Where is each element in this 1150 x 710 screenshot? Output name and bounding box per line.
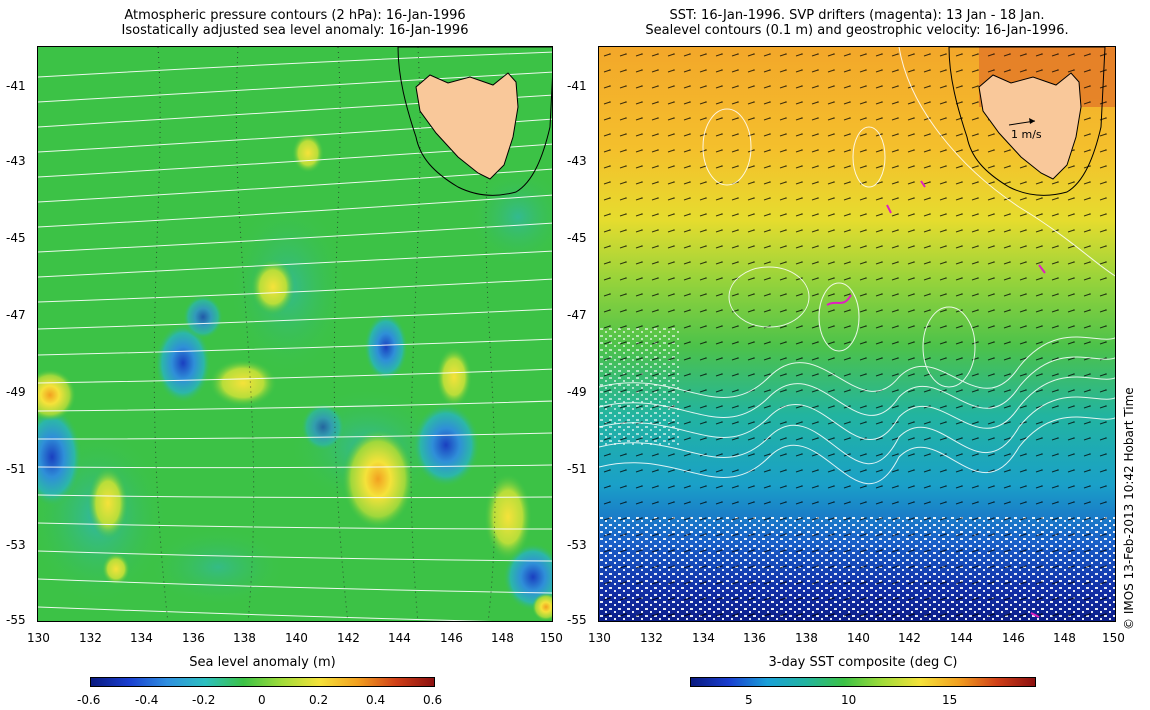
sst-field: 1 m/s xyxy=(599,47,1115,621)
right-x-tick: 142 xyxy=(898,631,921,645)
left-colorbar-tick: -0.6 xyxy=(77,693,101,707)
left-x-tick: 140 xyxy=(285,631,308,645)
right-x-tick: 146 xyxy=(1002,631,1025,645)
left-colorbar-label: Sea level anomaly (m) xyxy=(189,655,336,670)
right-y-tick: -41 xyxy=(567,79,587,93)
right-colorbar-label: 3-day SST composite (deg C) xyxy=(768,655,958,670)
right-x-tick: 138 xyxy=(795,631,818,645)
left-y-tick: -53 xyxy=(6,538,26,552)
right-title-line2: Sealevel contours (0.1 m) and geostrophi… xyxy=(645,23,1069,38)
left-x-tick: 148 xyxy=(491,631,514,645)
sea-level-anomaly-map xyxy=(37,46,553,622)
sst-map: 1 m/s xyxy=(598,46,1116,622)
left-colorbar-tick: -0.2 xyxy=(192,693,216,707)
left-x-tick: 144 xyxy=(388,631,411,645)
right-colorbar-tick: 10 xyxy=(841,693,857,707)
right-x-tick: 144 xyxy=(950,631,973,645)
left-title: Atmospheric pressure contours (2 hPa): 1… xyxy=(37,8,553,38)
left-y-tick: -49 xyxy=(6,385,26,399)
left-y-tick: -41 xyxy=(6,79,26,93)
right-title: SST: 16-Jan-1996. SVP drifters (magenta)… xyxy=(598,8,1116,38)
right-y-tick: -53 xyxy=(567,538,587,552)
tasmania-landmass-sst xyxy=(978,72,1082,180)
right-x-tick: 130 xyxy=(588,631,611,645)
left-x-tick: 130 xyxy=(27,631,50,645)
tasmania-landmass xyxy=(415,72,519,180)
sst-colorbar xyxy=(690,677,1036,687)
right-y-tick: -51 xyxy=(567,462,587,476)
right-colorbar-tick: 15 xyxy=(942,693,958,707)
right-y-tick: -49 xyxy=(567,385,587,399)
right-x-tick: 136 xyxy=(743,631,766,645)
left-x-tick: 134 xyxy=(130,631,153,645)
left-y-tick: -51 xyxy=(6,462,26,476)
left-x-tick: 142 xyxy=(337,631,360,645)
left-colorbar-tick: 0 xyxy=(258,693,266,707)
sea-level-anomaly-field xyxy=(38,47,552,621)
left-y-tick: -55 xyxy=(6,613,26,627)
right-y-tick: -55 xyxy=(567,613,587,627)
right-y-tick: -43 xyxy=(567,154,587,168)
left-x-tick: 146 xyxy=(440,631,463,645)
right-x-tick: 132 xyxy=(640,631,663,645)
left-y-tick: -47 xyxy=(6,308,26,322)
sea-level-colorbar xyxy=(90,677,435,687)
right-x-tick: 148 xyxy=(1053,631,1076,645)
left-colorbar-tick: -0.4 xyxy=(135,693,159,707)
left-colorbar-tick: 0.6 xyxy=(423,693,443,707)
right-y-tick: -47 xyxy=(567,308,587,322)
right-x-tick: 134 xyxy=(692,631,715,645)
left-x-tick: 136 xyxy=(182,631,205,645)
left-y-tick: -43 xyxy=(6,154,26,168)
right-x-tick: 140 xyxy=(847,631,870,645)
right-colorbar-tick: 5 xyxy=(745,693,753,707)
left-colorbar-tick: 0.2 xyxy=(309,693,329,707)
right-x-tick: 150 xyxy=(1102,631,1125,645)
left-y-tick: -45 xyxy=(6,231,26,245)
left-x-tick: 150 xyxy=(540,631,563,645)
left-title-line2: Isostatically adjusted sea level anomaly… xyxy=(121,23,469,38)
right-title-line1: SST: 16-Jan-1996. SVP drifters (magenta)… xyxy=(669,8,1045,23)
credit-text: © IMOS 13-Feb-2013 10:42 Hobart Time xyxy=(1122,387,1136,630)
left-x-tick: 132 xyxy=(79,631,102,645)
left-colorbar-tick: 0.4 xyxy=(366,693,386,707)
velocity-scale-label: 1 m/s xyxy=(1011,128,1042,141)
left-title-line1: Atmospheric pressure contours (2 hPa): 1… xyxy=(124,8,466,23)
right-y-tick: -45 xyxy=(567,231,587,245)
left-x-tick: 138 xyxy=(233,631,256,645)
